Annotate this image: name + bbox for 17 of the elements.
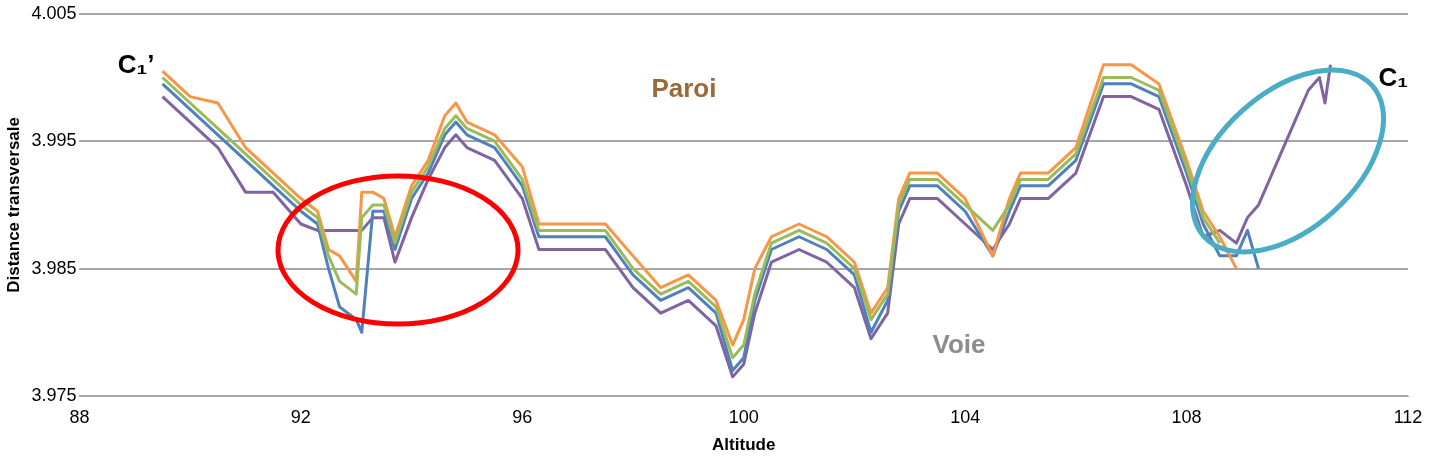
annotation: Voie	[932, 329, 986, 360]
annotation: C₁’	[117, 48, 155, 79]
x-tick-label: 104	[950, 406, 981, 427]
x-tick-label: 108	[1171, 406, 1202, 427]
y-tick-label: 3.985	[31, 257, 77, 278]
y-tick-label: 3.995	[31, 130, 77, 151]
x-tick-label: 100	[728, 406, 759, 427]
annotation: Paroi	[651, 73, 717, 104]
y-tick-label: 3.975	[31, 384, 77, 405]
y-tick-label: 4.005	[31, 2, 77, 23]
y-axis-title: Distance transversale	[3, 117, 23, 293]
x-tick-label: 96	[512, 406, 533, 427]
x-tick-label: 88	[69, 406, 90, 427]
x-tick-label: 92	[290, 406, 311, 427]
annotation: C₁	[1378, 61, 1409, 92]
x-tick-label: 112	[1393, 406, 1423, 427]
x-axis-title: Altitude	[712, 435, 776, 455]
